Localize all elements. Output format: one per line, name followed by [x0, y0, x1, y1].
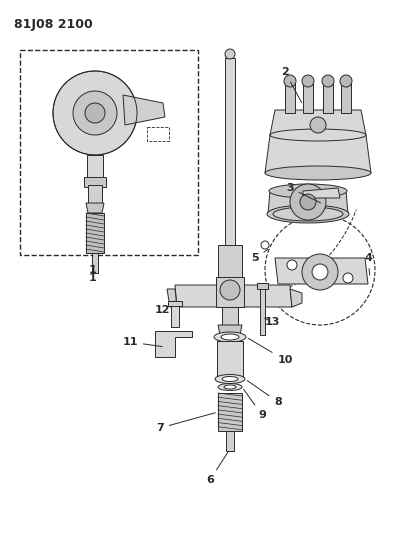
Polygon shape: [275, 258, 368, 284]
Bar: [217, 341, 243, 377]
Polygon shape: [167, 289, 177, 307]
Bar: [84, 177, 106, 187]
Text: 81J08 2100: 81J08 2100: [14, 18, 93, 31]
Text: 4: 4: [364, 253, 372, 275]
Text: 1: 1: [89, 265, 97, 275]
Circle shape: [284, 75, 296, 87]
Bar: [285, 83, 295, 113]
Bar: [218, 393, 242, 431]
Text: 3: 3: [286, 183, 320, 203]
Circle shape: [310, 117, 326, 133]
Bar: [88, 75, 102, 103]
Circle shape: [85, 103, 105, 123]
Ellipse shape: [265, 166, 371, 180]
Bar: [87, 155, 103, 180]
Circle shape: [53, 71, 137, 155]
Polygon shape: [303, 188, 340, 198]
Bar: [20, 50, 198, 255]
Ellipse shape: [215, 375, 245, 384]
Polygon shape: [218, 325, 242, 335]
Circle shape: [300, 194, 316, 210]
Bar: [216, 277, 244, 307]
Circle shape: [220, 280, 240, 300]
Bar: [225, 58, 235, 308]
Bar: [168, 301, 182, 306]
Text: 10: 10: [248, 338, 293, 365]
Bar: [303, 83, 313, 113]
Ellipse shape: [214, 332, 246, 342]
Text: 11: 11: [122, 337, 162, 347]
Text: 13: 13: [264, 317, 280, 327]
Text: 12: 12: [154, 301, 175, 315]
Circle shape: [287, 260, 297, 270]
Ellipse shape: [273, 207, 343, 221]
Bar: [222, 307, 238, 325]
Text: 8: 8: [247, 381, 282, 407]
Polygon shape: [123, 95, 165, 125]
Bar: [147, 127, 169, 141]
Bar: [218, 245, 242, 285]
Ellipse shape: [269, 184, 347, 198]
Bar: [86, 213, 104, 253]
Ellipse shape: [270, 129, 366, 141]
Ellipse shape: [224, 385, 236, 389]
Circle shape: [225, 49, 235, 59]
Bar: [226, 431, 234, 451]
Polygon shape: [175, 285, 292, 307]
Text: 9: 9: [244, 389, 266, 420]
Circle shape: [340, 75, 352, 87]
Bar: [323, 83, 333, 113]
Ellipse shape: [222, 376, 238, 382]
Circle shape: [290, 184, 326, 220]
Polygon shape: [268, 191, 348, 214]
Bar: [260, 283, 265, 335]
Bar: [92, 253, 98, 273]
Polygon shape: [265, 135, 371, 173]
Text: 1: 1: [89, 265, 97, 283]
Text: 5: 5: [251, 249, 268, 263]
Circle shape: [302, 254, 338, 290]
Ellipse shape: [267, 205, 349, 223]
Circle shape: [322, 75, 334, 87]
Polygon shape: [86, 203, 104, 213]
Circle shape: [73, 91, 117, 135]
Ellipse shape: [218, 384, 242, 391]
Bar: [171, 301, 179, 327]
Bar: [257, 283, 268, 289]
Circle shape: [302, 75, 314, 87]
Polygon shape: [270, 110, 366, 135]
Text: 6: 6: [206, 451, 228, 485]
Circle shape: [343, 273, 353, 283]
Polygon shape: [290, 289, 302, 307]
Ellipse shape: [221, 334, 239, 340]
Text: 2: 2: [281, 67, 302, 102]
Polygon shape: [155, 331, 192, 357]
Bar: [341, 83, 351, 113]
Circle shape: [261, 241, 269, 249]
Bar: [88, 185, 102, 205]
Circle shape: [312, 264, 328, 280]
Text: 7: 7: [156, 413, 215, 433]
